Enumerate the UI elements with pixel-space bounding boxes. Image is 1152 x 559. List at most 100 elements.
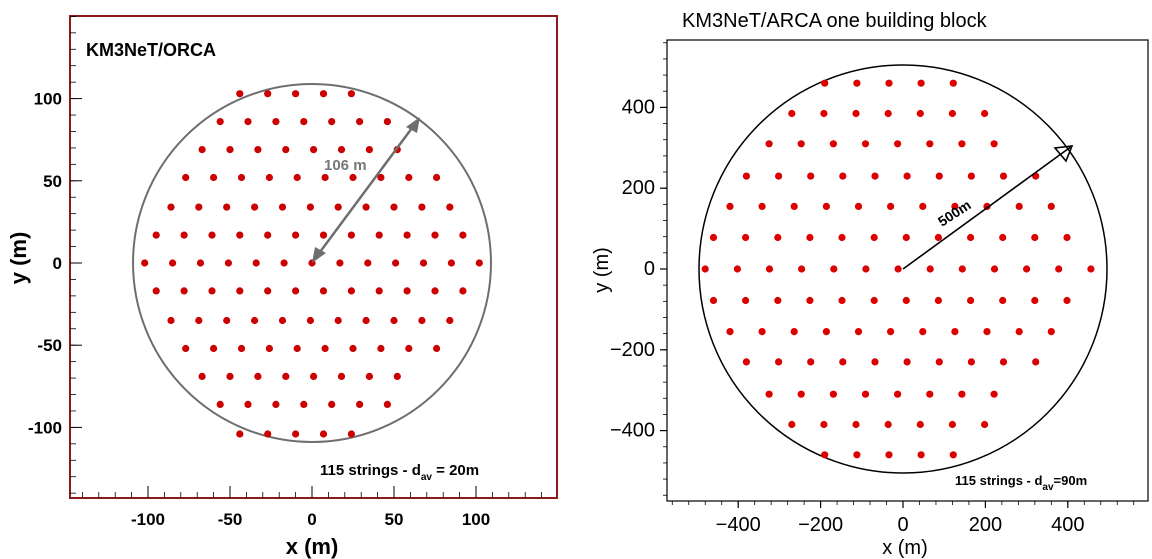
x-tick-label: 50 — [385, 510, 404, 529]
string-point — [981, 420, 989, 429]
string-point — [337, 146, 346, 154]
orca-arrowhead-center — [312, 247, 326, 263]
orca-detector-circle — [132, 83, 492, 443]
arca-detector-circle — [698, 64, 1108, 474]
string-point — [180, 231, 188, 239]
string-point — [375, 287, 383, 295]
string-point — [446, 316, 454, 325]
string-point — [310, 372, 318, 380]
string-point — [806, 296, 814, 305]
string-point — [934, 233, 943, 242]
string-point — [917, 79, 925, 87]
string-point — [418, 203, 426, 211]
string-point — [377, 173, 385, 182]
string-point — [141, 259, 149, 267]
string-point — [967, 233, 975, 242]
y-tick-label: −400 — [610, 420, 655, 442]
string-point — [365, 372, 373, 380]
string-point — [839, 358, 847, 366]
string-point — [349, 344, 357, 353]
string-point — [264, 430, 272, 438]
string-point — [1055, 265, 1063, 273]
string-point — [861, 140, 870, 148]
string-point — [237, 173, 246, 182]
string-point — [852, 109, 860, 118]
string-point — [405, 344, 413, 353]
string-point — [334, 316, 342, 325]
string-point — [264, 90, 272, 98]
string-point — [282, 372, 290, 380]
string-point — [798, 265, 806, 273]
string-point — [182, 173, 190, 182]
string-point — [403, 231, 411, 239]
string-point — [216, 400, 224, 408]
string-point — [935, 172, 943, 180]
string-point — [383, 400, 391, 408]
string-point — [226, 372, 234, 380]
string-point — [254, 146, 262, 154]
string-point — [807, 358, 815, 366]
string-point — [903, 172, 911, 180]
string-point — [926, 140, 934, 148]
string-point — [198, 146, 206, 154]
string-point — [292, 287, 300, 295]
string-point — [195, 316, 203, 325]
string-point — [224, 259, 232, 267]
string-point — [820, 420, 828, 429]
string-point — [765, 265, 774, 273]
string-point — [820, 109, 828, 118]
string-point — [948, 420, 957, 429]
string-point — [328, 118, 336, 126]
string-point — [167, 203, 175, 211]
string-point — [854, 328, 863, 336]
string-point — [926, 265, 934, 273]
string-point — [903, 358, 911, 366]
string-point — [251, 203, 259, 211]
string-point — [405, 173, 413, 182]
string-point — [459, 231, 467, 239]
string-point — [807, 172, 815, 180]
string-point — [709, 296, 718, 305]
string-point — [981, 109, 989, 118]
y-tick-label: −200 — [610, 339, 655, 361]
string-point — [884, 420, 892, 429]
string-point — [321, 344, 329, 353]
orca-radius-arrow — [318, 127, 414, 253]
string-point — [1032, 358, 1040, 366]
string-point — [180, 287, 188, 295]
string-point — [362, 316, 370, 325]
string-point — [926, 390, 934, 398]
string-point — [821, 451, 829, 459]
x-tick-label: −200 — [798, 514, 843, 536]
string-point — [853, 79, 861, 87]
string-point — [319, 90, 328, 98]
y-tick-label: 200 — [622, 177, 655, 199]
string-point — [726, 328, 734, 336]
string-point — [236, 90, 244, 98]
string-point — [774, 233, 782, 242]
string-point — [894, 390, 902, 398]
arca-strings-note: 115 strings - dav=90m — [955, 473, 1087, 493]
string-point — [838, 296, 846, 305]
string-point — [265, 173, 273, 182]
string-point — [765, 140, 773, 148]
string-point — [390, 316, 398, 325]
string-point — [216, 118, 224, 126]
string-point — [919, 328, 927, 336]
string-point — [300, 118, 308, 126]
string-point — [208, 231, 216, 239]
arca-x-axis-label: x (m) — [882, 537, 928, 559]
string-point — [990, 140, 998, 148]
string-point — [967, 172, 976, 180]
string-point — [951, 328, 959, 336]
string-point — [310, 146, 318, 154]
string-point — [990, 265, 999, 273]
arca-arrowhead — [1053, 145, 1074, 163]
string-point — [958, 265, 966, 273]
string-point — [1015, 328, 1023, 336]
string-point — [252, 259, 260, 267]
x-tick-label: 0 — [307, 510, 316, 529]
string-point — [870, 296, 878, 305]
string-point — [788, 109, 796, 118]
string-point — [278, 316, 287, 325]
